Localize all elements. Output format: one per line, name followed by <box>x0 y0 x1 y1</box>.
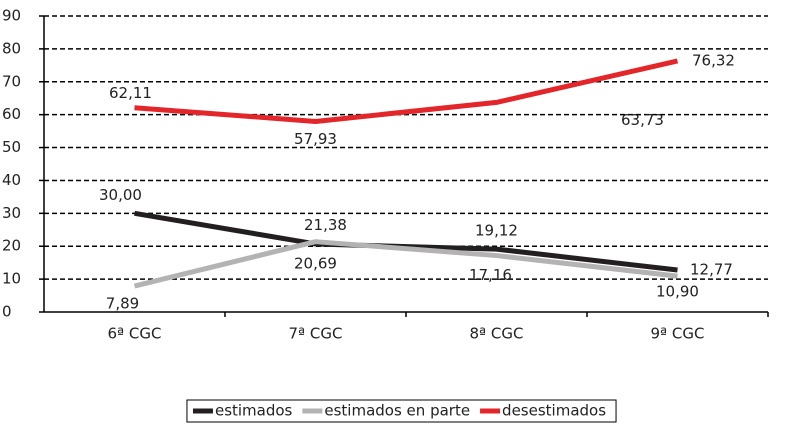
y-tick-label: 30 <box>2 204 21 222</box>
x-tick-label: 7ª CGC <box>289 325 343 343</box>
data-label: 7,89 <box>106 295 139 313</box>
data-label: 17,16 <box>469 266 512 284</box>
data-label: 10,90 <box>656 283 699 301</box>
legend-label: estimados en parte <box>324 402 470 420</box>
legend-label: estimados <box>215 402 293 420</box>
data-label: 12,77 <box>690 261 733 279</box>
legend-label: desestimados <box>502 402 606 420</box>
data-label: 21,38 <box>304 216 347 234</box>
data-label: 57,93 <box>294 130 337 148</box>
x-tick-label: 8ª CGC <box>470 325 524 343</box>
y-tick-label: 0 <box>2 303 12 321</box>
data-label: 62,11 <box>109 84 152 102</box>
data-label: 63,73 <box>621 111 664 129</box>
series-line <box>134 210 678 273</box>
y-tick-label: 20 <box>2 237 21 255</box>
y-tick-label: 80 <box>2 39 21 57</box>
data-label: 19,12 <box>475 222 518 240</box>
legend-box <box>186 399 617 423</box>
y-tick-label: 70 <box>2 72 21 90</box>
y-tick-label: 60 <box>2 105 21 123</box>
data-label: 30,00 <box>99 186 142 204</box>
x-tick-label: 9ª CGC <box>651 325 705 343</box>
y-tick-label: 90 <box>2 7 21 25</box>
data-label: 20,69 <box>294 254 337 272</box>
data-label: 76,32 <box>692 51 735 69</box>
series-line <box>134 58 679 124</box>
y-tick-label: 50 <box>2 138 21 156</box>
series-line <box>133 239 678 289</box>
x-tick-label: 6ª CGC <box>108 325 162 343</box>
legend: estimados estimados en parte desestimados <box>186 399 617 423</box>
y-tick-label: 40 <box>2 171 21 189</box>
y-tick-label: 10 <box>2 270 21 288</box>
